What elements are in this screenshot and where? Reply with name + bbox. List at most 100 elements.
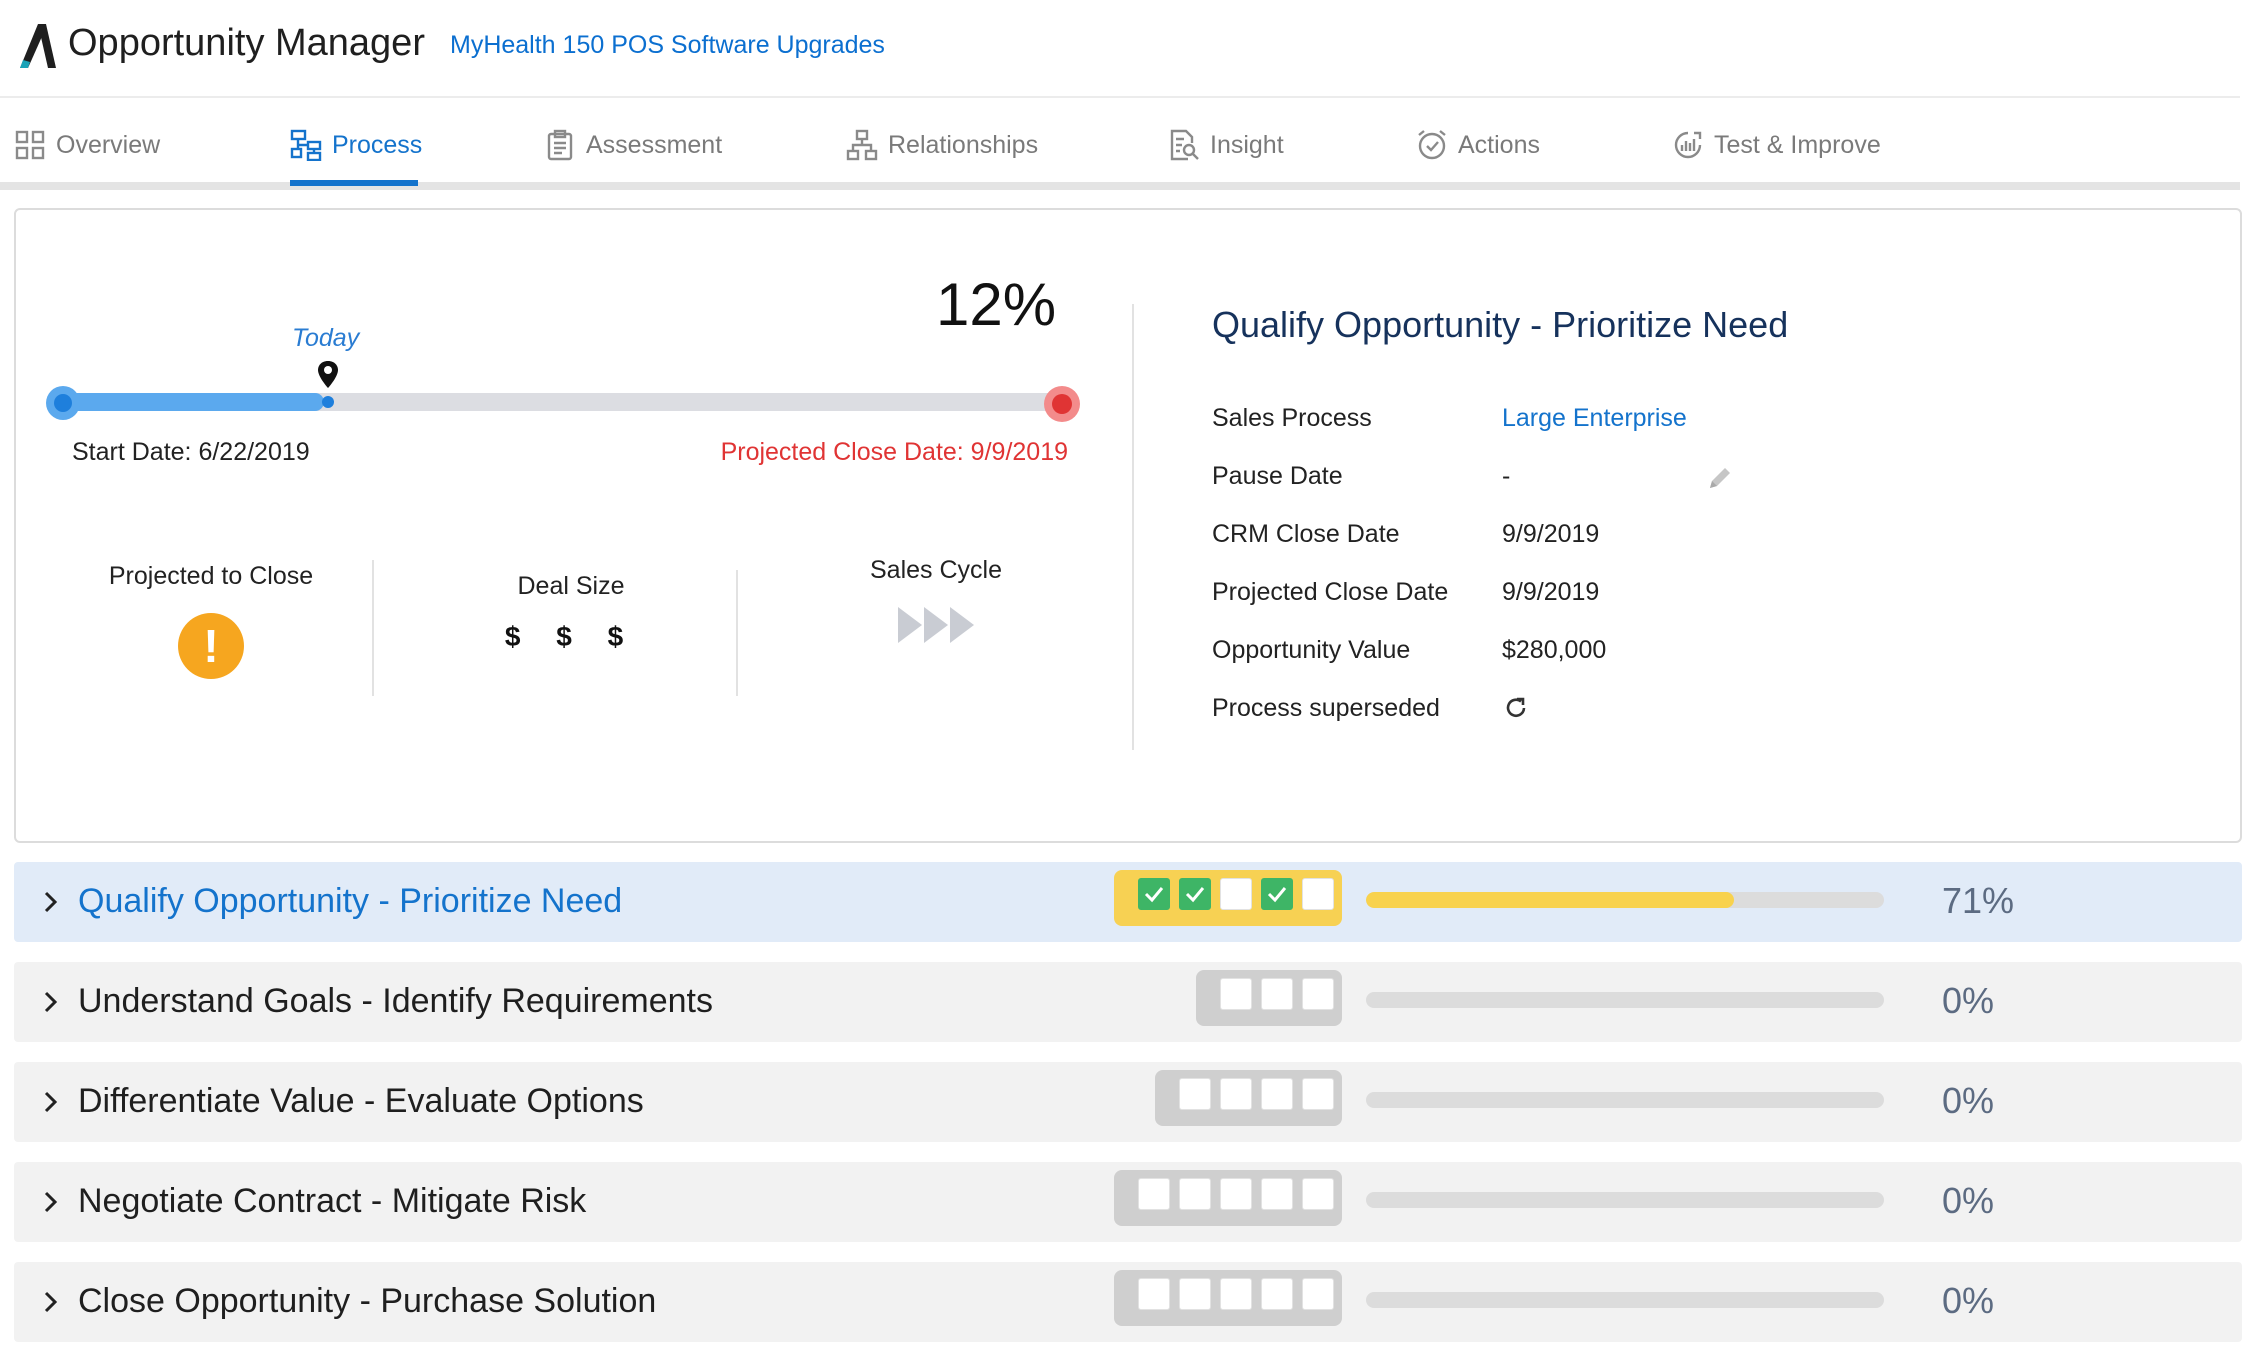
stage-name[interactable]: Negotiate Contract - Mitigate Risk [78, 1182, 587, 1220]
detail-value: $280,000 [1502, 636, 1607, 664]
timeline-start-marker [46, 386, 80, 420]
stat-label: Deal Size [517, 572, 625, 600]
chevron-right-icon[interactable] [36, 988, 64, 1016]
stage-checklist [1114, 870, 1342, 926]
stage-name[interactable]: Close Opportunity - Purchase Solution [78, 1282, 657, 1320]
tab-bar: Overview Process Assessment Relationship… [0, 100, 2240, 190]
stage-row[interactable]: Negotiate Contract - Mitigate Risk 0% [14, 1162, 2242, 1242]
chevron-right-icon[interactable] [36, 1288, 64, 1316]
triple-chevron-icon [756, 607, 1116, 643]
divider [372, 560, 374, 696]
tab-label: Assessment [586, 130, 723, 159]
tab-overview[interactable]: Overview [14, 100, 160, 190]
empty-checkbox[interactable] [1220, 878, 1252, 910]
empty-checkbox[interactable] [1179, 1178, 1211, 1210]
map-pin-icon [318, 361, 338, 388]
timeline-track [64, 393, 1064, 411]
empty-checkbox[interactable] [1138, 1278, 1170, 1310]
empty-checkbox[interactable] [1220, 1078, 1252, 1110]
empty-checkbox[interactable] [1179, 1078, 1211, 1110]
chevron-right-icon[interactable] [36, 1088, 64, 1116]
stat-label: Projected to Close [108, 562, 314, 590]
empty-checkbox[interactable] [1261, 978, 1293, 1010]
empty-checkbox[interactable] [1220, 978, 1252, 1010]
app-header: Opportunity Manager MyHealth 150 POS Sof… [0, 0, 2240, 98]
empty-checkbox[interactable] [1220, 1278, 1252, 1310]
stage-row[interactable]: Close Opportunity - Purchase Solution 0% [14, 1262, 2242, 1342]
empty-checkbox[interactable] [1302, 1278, 1334, 1310]
stage-checklist [1155, 1070, 1342, 1126]
refresh-icon[interactable] [1502, 694, 1530, 722]
checked-checkbox[interactable] [1138, 878, 1170, 910]
divider [1132, 304, 1134, 750]
projected-close-date: Projected Close Date: 9/9/2019 [720, 438, 1068, 466]
tab-assessment[interactable]: Assessment [544, 100, 722, 190]
timeline-progress-fill [64, 393, 324, 411]
stage-row[interactable]: Understand Goals - Identify Requirements… [14, 962, 2242, 1042]
detail-key: CRM Close Date [1212, 520, 1400, 548]
chevron-right-icon[interactable] [36, 888, 64, 916]
tab-label: Insight [1210, 130, 1284, 159]
checkmark-icon [1144, 887, 1164, 903]
stage-progress-fill [1366, 892, 1734, 908]
stage-progress-bar [1366, 1292, 1884, 1308]
tab-label: Process [332, 130, 423, 159]
detail-key: Projected Close Date [1212, 578, 1449, 606]
tab-label: Test & Improve [1714, 130, 1881, 159]
empty-checkbox[interactable] [1302, 1078, 1334, 1110]
detail-value: 9/9/2019 [1502, 578, 1600, 606]
stage-percent: 0% [1942, 1180, 1995, 1221]
current-stage-title: Qualify Opportunity - Prioritize Need [1212, 304, 1789, 345]
clipboard-icon [547, 129, 573, 161]
timeline-today-marker [322, 396, 334, 408]
chevron-right-icon[interactable] [36, 1188, 64, 1216]
empty-checkbox[interactable] [1261, 1078, 1293, 1110]
detail-key: Sales Process [1212, 404, 1372, 432]
divider [736, 570, 738, 696]
checked-checkbox[interactable] [1179, 878, 1211, 910]
stage-row[interactable]: Qualify Opportunity - Prioritize Need 71% [14, 862, 2242, 942]
active-tab-indicator [290, 180, 418, 186]
checkmark-icon [1267, 887, 1287, 903]
timeline-end-marker [1044, 386, 1080, 422]
empty-checkbox[interactable] [1138, 1178, 1170, 1210]
projected-to-close-stat: Projected to Close ! [66, 562, 356, 679]
stage-row[interactable]: Differentiate Value - Evaluate Options 0% [14, 1062, 2242, 1142]
empty-checkbox[interactable] [1179, 1278, 1211, 1310]
stage-name[interactable]: Differentiate Value - Evaluate Options [78, 1082, 644, 1120]
detail-value: - [1502, 462, 1511, 490]
stage-name[interactable]: Qualify Opportunity - Prioritize Need [78, 882, 623, 920]
empty-checkbox[interactable] [1302, 1178, 1334, 1210]
stage-checklist [1196, 970, 1342, 1026]
tab-process[interactable]: Process [290, 100, 422, 190]
tab-label: Overview [56, 130, 161, 159]
tab-test-improve[interactable]: Test & Improve [1672, 100, 1881, 190]
stage-name[interactable]: Understand Goals - Identify Requirements [78, 982, 713, 1020]
sales-cycle-stat: Sales Cycle [756, 556, 1116, 643]
stage-percent: 0% [1942, 980, 1995, 1021]
record-name-link[interactable]: MyHealth 150 POS Software Upgrades [450, 31, 885, 59]
empty-checkbox[interactable] [1302, 878, 1334, 910]
tab-insight[interactable]: Insight [1168, 100, 1284, 190]
opportunity-summary-card: 12% Today Start Date: 6/22/2019 Projecte… [14, 208, 2242, 843]
tab-actions[interactable]: Actions [1416, 100, 1540, 190]
warning-icon: ! [178, 613, 244, 679]
stage-progress-bar [1366, 1192, 1884, 1208]
checked-checkbox[interactable] [1261, 878, 1293, 910]
detail-value: 9/9/2019 [1502, 520, 1600, 548]
stage-percent: 0% [1942, 1080, 1995, 1121]
empty-checkbox[interactable] [1261, 1278, 1293, 1310]
detail-key: Pause Date [1212, 462, 1343, 490]
tab-label: Actions [1458, 130, 1540, 159]
pencil-icon[interactable] [1706, 464, 1734, 492]
process-flow-icon [290, 129, 322, 161]
sales-process-link[interactable]: Large Enterprise [1502, 404, 1687, 432]
stage-progress-bar [1366, 892, 1884, 908]
empty-checkbox[interactable] [1220, 1178, 1252, 1210]
stage-progress-bar [1366, 1092, 1884, 1108]
tab-relationships[interactable]: Relationships [846, 100, 1038, 190]
detail-key: Opportunity Value [1212, 636, 1411, 664]
app-logo-icon [20, 24, 56, 68]
empty-checkbox[interactable] [1302, 978, 1334, 1010]
empty-checkbox[interactable] [1261, 1178, 1293, 1210]
